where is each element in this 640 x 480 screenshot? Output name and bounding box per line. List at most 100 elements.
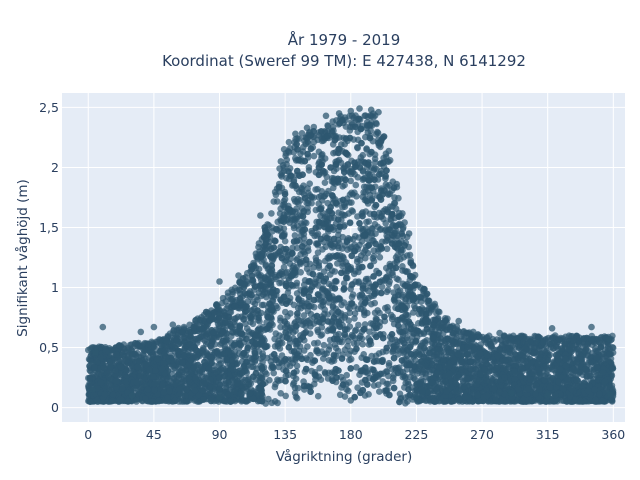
scatter-point — [244, 298, 251, 305]
scatter-point — [385, 147, 393, 155]
scatter-point — [270, 369, 278, 377]
scatter-point — [292, 393, 300, 401]
scatter-point — [265, 395, 272, 403]
scatter-point — [310, 152, 318, 160]
scatter-point — [369, 225, 376, 233]
scatter-point — [404, 312, 412, 319]
scatter-point — [392, 205, 400, 212]
scatter-point — [354, 144, 361, 152]
scatter-point — [354, 384, 361, 392]
scatter-point — [248, 306, 256, 314]
scatter-point — [301, 219, 308, 226]
scatter-point — [343, 371, 351, 379]
scatter-point — [139, 351, 147, 358]
scatter-point — [358, 238, 366, 245]
chart-title-line-2: Koordinat (Sweref 99 TM): E 427438, N 61… — [162, 52, 526, 70]
scatter-point — [305, 164, 313, 171]
scatter-point — [430, 316, 437, 324]
scatter-point — [252, 250, 260, 257]
scatter-point — [395, 364, 403, 371]
scatter-point — [372, 352, 380, 360]
scatter-point — [284, 313, 291, 320]
scatter-point — [295, 135, 303, 142]
scatter-point — [277, 205, 285, 212]
scatter-point — [373, 120, 380, 128]
scatter-point — [391, 229, 399, 236]
scatter-point — [256, 318, 263, 325]
scatter-point — [535, 373, 542, 380]
scatter-point — [336, 391, 344, 399]
scatter-point — [347, 177, 355, 185]
scatter-point — [259, 358, 266, 366]
scatter-point — [376, 388, 383, 395]
scatter-point — [354, 305, 362, 313]
scatter-point — [359, 193, 367, 201]
scatter-point — [402, 400, 409, 407]
scatter-point — [338, 245, 346, 252]
scatter-point — [300, 347, 308, 354]
scatter-point — [324, 122, 332, 130]
scatter-point — [323, 289, 331, 296]
scatter-point — [329, 123, 337, 131]
scatter-point — [328, 309, 336, 316]
scatter-point — [367, 262, 374, 270]
scatter-point — [364, 287, 372, 295]
scatter-point — [384, 234, 391, 241]
scatter-point — [325, 187, 332, 195]
scatter-point — [398, 230, 405, 238]
scatter-point — [350, 340, 358, 347]
scatter-point — [403, 252, 411, 259]
scatter-point — [367, 127, 375, 135]
scatter-point — [219, 294, 227, 302]
scatter-point — [300, 143, 307, 151]
scatter-point — [310, 303, 318, 311]
scatter-point — [268, 210, 275, 217]
scatter-point — [592, 345, 599, 352]
scatter-point — [442, 317, 449, 325]
scatter-point — [383, 368, 390, 375]
scatter-point — [351, 315, 358, 322]
scatter-point — [332, 277, 340, 285]
scatter-point — [306, 330, 314, 337]
scatter-point — [291, 232, 299, 239]
scatter-point — [329, 118, 337, 125]
scatter-point — [272, 356, 279, 364]
scatter-point — [353, 345, 360, 353]
scatter-point — [345, 351, 353, 358]
scatter-point — [318, 331, 326, 338]
scatter-point — [375, 381, 382, 389]
scatter-point — [321, 179, 329, 186]
scatter-point — [340, 212, 347, 219]
scatter-point — [315, 200, 323, 207]
scatter-point — [339, 183, 347, 190]
scatter-point — [332, 344, 340, 352]
scatter-point — [345, 317, 353, 324]
scatter-point — [315, 262, 323, 269]
scatter-point — [396, 390, 404, 398]
scatter-point — [231, 315, 238, 323]
scatter-point — [297, 269, 305, 276]
scatter-point — [293, 290, 301, 297]
scatter-point — [346, 199, 353, 206]
scatter-point — [275, 363, 283, 371]
scatter-point — [377, 225, 385, 233]
scatter-point — [313, 218, 320, 226]
scatter-point — [320, 341, 328, 349]
scatter-point — [271, 237, 279, 245]
chart-title-line-1: År 1979 - 2019 — [288, 30, 401, 49]
scatter-point — [272, 330, 280, 337]
scatter-point — [304, 356, 311, 364]
scatter-point — [346, 356, 353, 364]
scatter-point — [289, 182, 296, 189]
scatter-point — [314, 339, 322, 347]
scatter-point — [276, 248, 283, 255]
scatter-point — [397, 249, 405, 256]
scatter-point — [326, 342, 334, 350]
scatter-point — [345, 387, 352, 395]
scatter-points — [85, 105, 617, 407]
scatter-point — [286, 327, 294, 334]
scatter-point — [383, 245, 391, 253]
scatter-point — [277, 390, 285, 397]
scatter-point — [251, 300, 259, 308]
scatter-point — [371, 299, 379, 307]
